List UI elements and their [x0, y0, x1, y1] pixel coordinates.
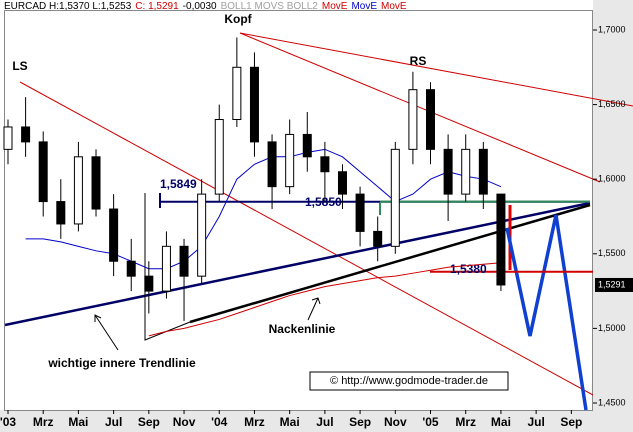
- candle-body: [478, 148, 488, 195]
- candle-body: [285, 133, 295, 188]
- candle-body: [161, 245, 171, 292]
- y-tick-label: 1,6000: [598, 174, 626, 184]
- header-item: MovE: [381, 1, 407, 12]
- candle-body: [56, 201, 66, 225]
- candle-body: [337, 171, 347, 195]
- candle-body: [496, 193, 506, 286]
- x-tick-label: Jul: [105, 415, 122, 429]
- x-tick-label: Mrz: [33, 415, 54, 429]
- x-tick-label: Mai: [491, 415, 511, 429]
- candle-body: [232, 66, 242, 121]
- candle-body: [73, 156, 83, 225]
- candle-body: [109, 208, 119, 262]
- x-tick-label: Sep: [138, 415, 160, 429]
- header-item: EURCAD H:1,5370 L:1,5253: [4, 1, 132, 12]
- level-label: 1,5850: [305, 195, 342, 209]
- x-tick-label: Mai: [68, 415, 88, 429]
- neck-line: [189, 203, 591, 324]
- x-tick-label: Mrz: [244, 415, 265, 429]
- moving-average: [25, 148, 502, 270]
- annotation: LS: [12, 59, 27, 73]
- candle-body: [91, 156, 101, 210]
- candle-body: [408, 89, 418, 150]
- candle-body: [461, 148, 471, 195]
- drawings: [4, 32, 633, 411]
- header: EURCAD H:1,5370 L:1,5253 C: 1,5291 -0,0030…: [4, 1, 407, 12]
- header-item: C: 1,5291: [135, 1, 179, 12]
- candle-body: [267, 141, 277, 188]
- copyright: © http://www.godmode-trader.de: [330, 375, 488, 387]
- candle-body: [426, 89, 436, 150]
- trend-line: [239, 32, 633, 107]
- trend-line: [19, 81, 594, 396]
- x-tick-label: Sep: [349, 415, 371, 429]
- candle-body: [390, 148, 400, 247]
- candle-body: [179, 245, 189, 277]
- x-tick-label: Jul: [527, 415, 544, 429]
- candle-body: [443, 148, 453, 195]
- moving-average: [148, 262, 501, 337]
- bracket-line: [144, 193, 191, 341]
- x-tick-label: Jul: [316, 415, 333, 429]
- right-axis-panel: [593, 0, 633, 432]
- x-tick-label: '05: [422, 415, 439, 429]
- last-price-label: 1,5291: [598, 279, 626, 289]
- y-tick-label: 1,5000: [598, 323, 626, 333]
- candle-body: [302, 133, 312, 158]
- candle-body: [3, 126, 13, 150]
- candle-body: [38, 141, 48, 203]
- last-price-box: [595, 277, 633, 292]
- candle-body: [373, 230, 383, 247]
- header-item: -0,0030: [183, 1, 217, 12]
- arrow: [307, 297, 319, 321]
- x-tick-label: Nov: [173, 415, 196, 429]
- copyright-box: [309, 371, 509, 391]
- annotation: Nackenlinie: [269, 322, 336, 336]
- x-tick-label: '04: [211, 415, 228, 429]
- x-tick-label: Sep: [560, 415, 582, 429]
- header-item: MovE: [322, 1, 348, 12]
- candle-body: [355, 193, 365, 232]
- inner-trend-line: [4, 201, 591, 327]
- level-label: 1,5849: [160, 177, 197, 191]
- projection-line: [505, 214, 588, 411]
- arrow-head: [94, 314, 102, 322]
- x-tick-label: Mrz: [455, 415, 476, 429]
- header-item: BOLL1 MOVS BOLL2: [221, 1, 319, 12]
- annotation: Kopf: [224, 12, 252, 26]
- candle-body: [249, 66, 259, 143]
- candle-body: [144, 275, 154, 292]
- level-label: 1,5380: [450, 262, 487, 276]
- plot-frame: [4, 10, 593, 411]
- y-tick-label: 1,4500: [598, 397, 626, 407]
- candle-body: [197, 193, 207, 277]
- x-tick-label: '03: [0, 415, 16, 429]
- candle-body: [214, 119, 224, 195]
- y-tick-label: 1,6500: [598, 99, 626, 109]
- header-item: MovE: [351, 1, 377, 12]
- annotation: RS: [410, 54, 427, 68]
- x-tick-label: Mai: [280, 415, 300, 429]
- candle-body: [126, 260, 136, 277]
- arrow: [94, 314, 119, 351]
- candle-body: [320, 156, 330, 173]
- y-tick-label: 1,5500: [598, 248, 626, 258]
- y-tick-label: 1,7000: [598, 24, 626, 34]
- x-tick-label: Nov: [384, 415, 407, 429]
- trend-line: [239, 32, 601, 183]
- candle-body: [21, 126, 31, 143]
- bottom-axis-panel: [0, 410, 633, 432]
- arrow-head: [311, 297, 321, 305]
- annotation: wichtige innere Trendlinie: [47, 356, 196, 370]
